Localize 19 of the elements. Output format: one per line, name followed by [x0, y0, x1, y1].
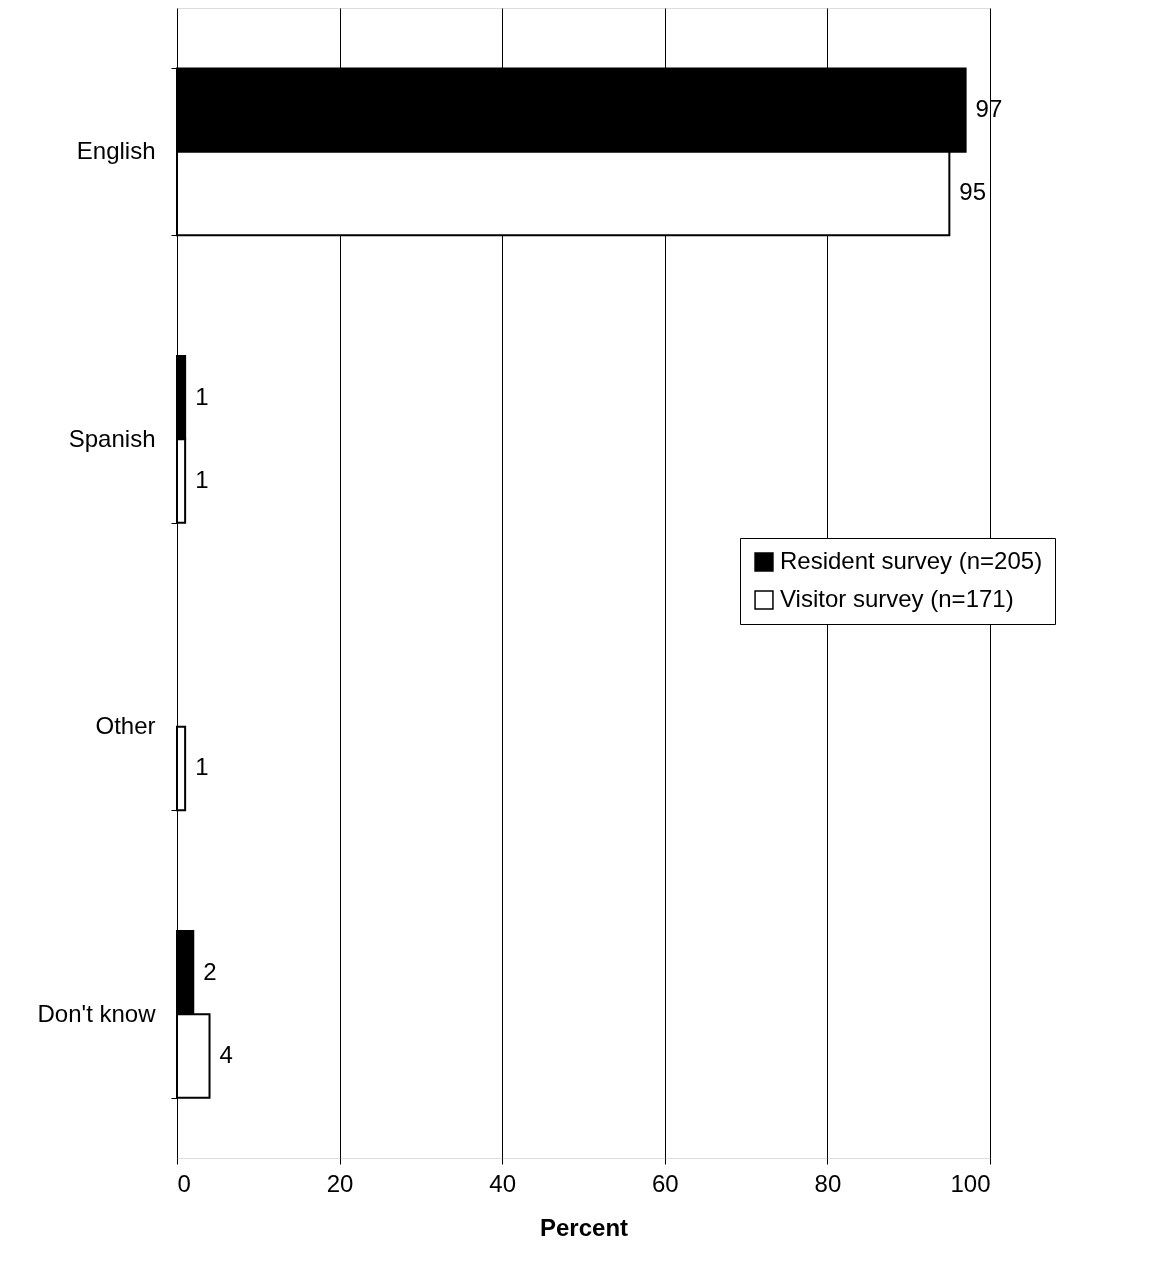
- x-tick-label: 0: [177, 1169, 191, 1197]
- x-tick-label: 40: [489, 1169, 517, 1197]
- y-tick-label: Don't know: [37, 999, 157, 1027]
- x-tick-label: 60: [651, 1169, 679, 1197]
- x-tick-label: 20: [326, 1169, 354, 1197]
- x-axis-title: Percent: [539, 1213, 629, 1241]
- y-tick-label: English: [76, 137, 156, 165]
- legend-label: Resident survey (n=205): [780, 547, 1043, 574]
- y-tick-label: Other: [95, 712, 156, 740]
- x-tick-label: 100: [950, 1169, 991, 1197]
- data-label: 95: [959, 178, 987, 206]
- data-label: 4: [219, 1040, 233, 1068]
- legend-label: Visitor survey (n=171): [780, 585, 1014, 612]
- data-label: 1: [195, 382, 209, 410]
- data-label: 2: [203, 957, 217, 985]
- y-tick-label: Spanish: [68, 424, 156, 452]
- data-label: 1: [195, 465, 209, 493]
- x-tick-label: 80: [814, 1169, 842, 1197]
- data-label: 1: [195, 753, 209, 781]
